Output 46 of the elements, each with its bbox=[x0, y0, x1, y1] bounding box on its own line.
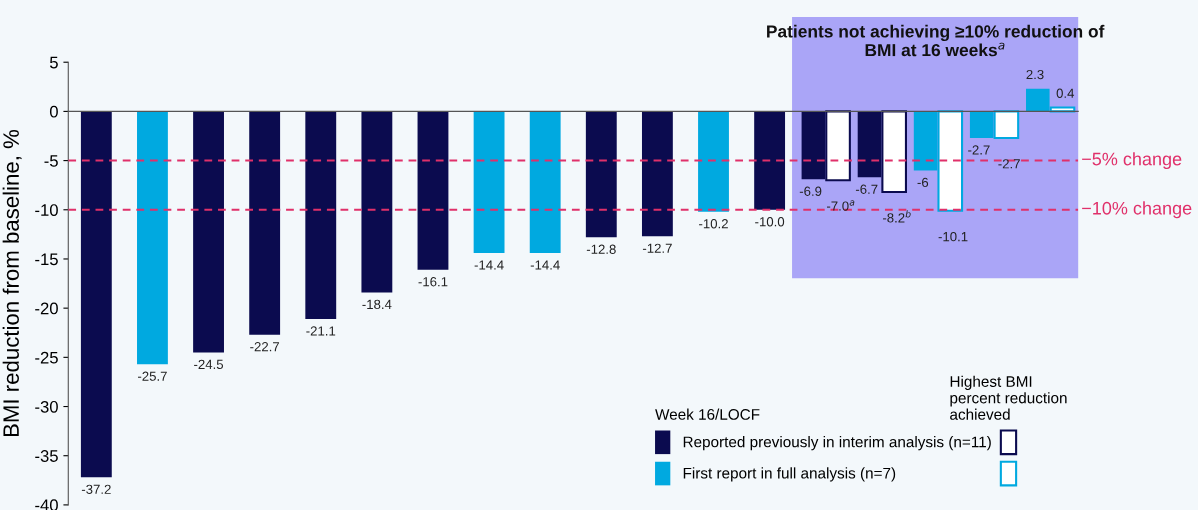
bar bbox=[361, 111, 393, 293]
data-label: -18.4 bbox=[362, 299, 392, 310]
y-tick-label: -15 bbox=[35, 253, 58, 266]
data-label: -10.2 bbox=[699, 219, 728, 229]
y-tick-label: 5 bbox=[49, 56, 58, 69]
data-label: -22.7 bbox=[250, 342, 280, 352]
y-tick-label: -10 bbox=[35, 204, 58, 216]
bar bbox=[137, 111, 168, 365]
data-label: -25.7 bbox=[138, 371, 167, 381]
data-label: 2.3 bbox=[1026, 69, 1044, 80]
data-label: -37.2 bbox=[81, 484, 111, 494]
y-tick-label: -35 bbox=[35, 450, 58, 462]
ref-line-label: −5% change bbox=[1082, 152, 1182, 170]
text: Patients not achieving ≥10% reduction of BMI at 16 weeks$^{a}$ bbox=[767, 24, 1105, 57]
data-label: -14.4 bbox=[474, 260, 504, 270]
data-label: -14.4 bbox=[530, 260, 560, 270]
data-label: -10.0 bbox=[755, 217, 785, 227]
data-label: -10.1 bbox=[938, 231, 968, 242]
data-label: -12.7 bbox=[642, 243, 672, 253]
data-label: -6.7 bbox=[855, 184, 878, 194]
bar bbox=[193, 111, 224, 353]
y-tick-label: -30 bbox=[35, 400, 58, 413]
bar bbox=[417, 111, 449, 270]
bar bbox=[305, 111, 337, 319]
data-label: -8.2$^{b}$ bbox=[882, 210, 911, 223]
annotation: Highest BMI percent reduction achieved bbox=[950, 375, 1067, 420]
legend-label: Reported previously in interim analysis (n=11) bbox=[683, 436, 991, 451]
data-label: -2.7 bbox=[998, 159, 1020, 169]
legend-label: First report in full analysis (n=7) bbox=[683, 467, 896, 482]
y-tick-label: -20 bbox=[35, 302, 58, 315]
bar bbox=[249, 111, 281, 335]
data-label: -6.9 bbox=[799, 186, 822, 196]
legend-title: Week 16/LOCF bbox=[655, 408, 760, 420]
data-label: -16.1 bbox=[418, 277, 448, 287]
y-tick-label: -5 bbox=[44, 155, 58, 167]
ref-line-label: −10% change bbox=[1082, 201, 1192, 219]
data-label: 0.4 bbox=[1056, 88, 1075, 98]
y-tick-label: 0 bbox=[49, 105, 58, 118]
y-tick-label: -25 bbox=[35, 351, 58, 364]
y-axis-title: BMI reduction from baseline, % bbox=[2, 129, 22, 437]
data-label: -2.7 bbox=[968, 145, 990, 155]
data-label: -24.5 bbox=[194, 359, 224, 370]
data-label: -12.8 bbox=[586, 244, 616, 254]
data-label: -21.1 bbox=[306, 326, 336, 336]
data-label: -6 bbox=[917, 177, 929, 188]
data-label: -7.0$^{a}$ bbox=[826, 200, 855, 211]
